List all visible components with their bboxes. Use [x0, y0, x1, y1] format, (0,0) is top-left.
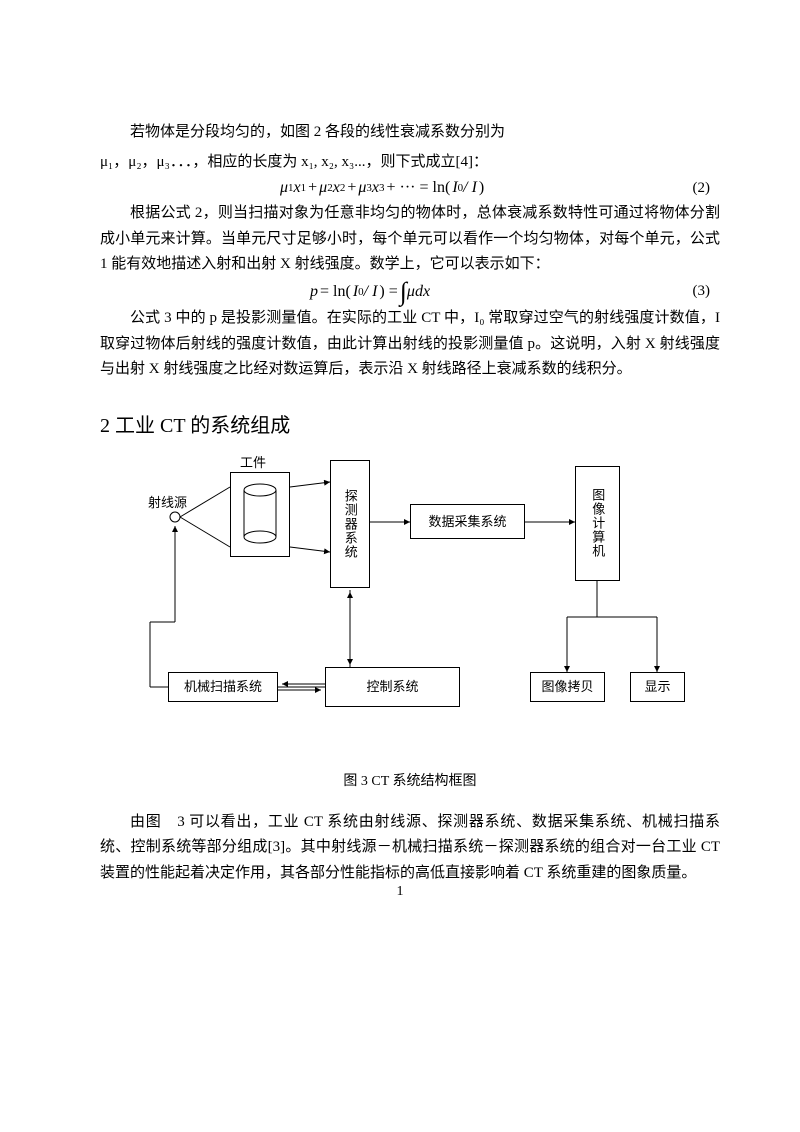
flowchart: 射线源 工件 探测器系统 数据采集系统 图像计算机 控制系统 机械扫描系统 [130, 452, 690, 752]
para-1a: 若物体是分段均匀的，如图 2 各段的线性衰减系数分别为 [100, 120, 720, 146]
figure-3-caption: 图 3 CT 系统结构框图 [100, 770, 720, 790]
box-workpiece [230, 472, 290, 557]
equation-3: p = ln(I0 / I) = ∫ μdx [310, 282, 430, 303]
box-display: 显示 [630, 672, 685, 702]
para-1b: μ₁，μ₂，μ₃．．．，相应的长度为 x₁, x₂, x₃...，则下式成立[4… [100, 150, 720, 176]
equation-2-row: μ1x1 + μ2x2 + μ3x3 + ··· = ln(I0 / I) (2… [100, 179, 720, 197]
equation-2-number: (2) [693, 180, 721, 197]
equation-2: μ1x1 + μ2x2 + μ3x3 + ··· = ln(I0 / I) [280, 179, 486, 197]
box-computer: 图像计算机 [575, 466, 620, 581]
box-daq: 数据采集系统 [410, 504, 525, 539]
box-scan: 机械扫描系统 [168, 672, 278, 702]
para-4: 由图 3 可以看出，工业 CT 系统由射线源、探测器系统、数据采集系统、机械扫描… [100, 810, 720, 887]
equation-3-row: p = ln(I0 / I) = ∫ μdx (3) [100, 282, 720, 303]
page-number: 1 [0, 884, 800, 900]
box-detector: 探测器系统 [330, 460, 370, 588]
box-control: 控制系统 [325, 667, 460, 707]
label-source: 射线源 [148, 492, 187, 511]
page: 若物体是分段均匀的，如图 2 各段的线性衰减系数分别为 μ₁，μ₂，μ₃．．．，… [0, 0, 800, 930]
label-workpiece: 工件 [240, 452, 266, 471]
section-2-title: 2 工业 CT 的系统组成 [100, 409, 720, 438]
para-2: 根据公式 2，则当扫描对象为任意非均匀的物体时，总体衰减系数特性可通过将物体分割… [100, 201, 720, 278]
equation-3-number: (3) [693, 283, 721, 300]
box-copy: 图像拷贝 [530, 672, 605, 702]
workpiece-icon [240, 482, 280, 547]
para-3: 公式 3 中的 p 是投影测量值。在实际的工业 CT 中，I₀ 常取穿过空气的射… [100, 306, 720, 383]
figure-3: 射线源 工件 探测器系统 数据采集系统 图像计算机 控制系统 机械扫描系统 [100, 452, 720, 790]
